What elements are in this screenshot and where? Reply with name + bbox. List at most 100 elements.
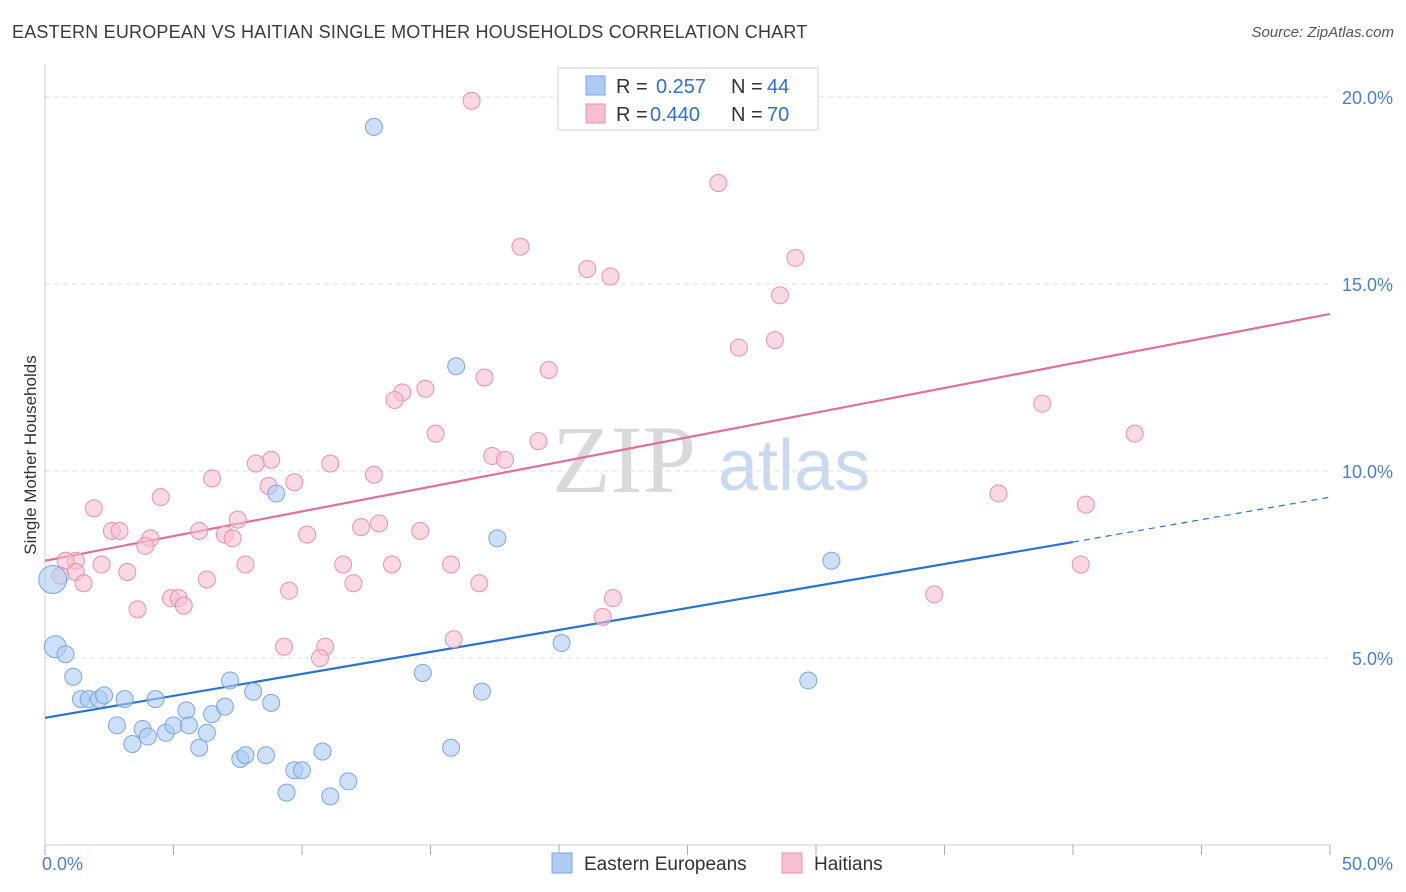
point-eastern-europeans-1	[447, 357, 466, 376]
bottom-legend-swatch-eastern-europeans	[551, 852, 573, 874]
point-haitians-29	[1076, 495, 1095, 514]
point-haitians-0	[462, 91, 481, 110]
point-eastern-europeans-38	[413, 663, 432, 682]
point-haitians-67	[275, 637, 294, 656]
point-haitians-39	[298, 525, 317, 544]
legend-swatch-eastern-europeans	[585, 75, 606, 96]
point-haitians-4	[601, 267, 620, 286]
x-tick-labels: 0.0% 50.0%	[42, 854, 1393, 874]
point-eastern-europeans-28	[236, 746, 255, 765]
point-eastern-europeans-23	[197, 723, 216, 742]
point-haitians-55	[344, 574, 363, 593]
point-haitians-69	[310, 649, 329, 667]
x-tick-label-0: 0.0%	[42, 854, 83, 874]
point-eastern-europeans-0	[364, 117, 383, 136]
point-haitians-31	[228, 510, 247, 529]
legend-r-value-2: 0.440	[650, 104, 700, 126]
point-haitians-53	[197, 570, 216, 589]
point-eastern-europeans-41	[552, 634, 571, 653]
legend-n-label-2: N =	[731, 104, 763, 126]
point-haitians-7	[729, 338, 748, 357]
point-haitians-65	[593, 607, 612, 626]
point-eastern-europeans-37	[339, 772, 358, 791]
point-eastern-europeans-34	[293, 761, 311, 780]
point-haitians-49	[442, 555, 461, 574]
point-haitians-1	[709, 174, 728, 193]
y-tick-label-0: 5.0%	[1352, 649, 1393, 669]
point-eastern-europeans-3	[488, 529, 507, 548]
point-haitians-35	[110, 521, 129, 540]
point-haitians-33	[352, 518, 371, 537]
point-haitians-48	[382, 555, 401, 574]
trend-lines	[44, 312, 1331, 719]
y-tick-label-1: 10.0%	[1342, 462, 1393, 482]
point-haitians-42	[136, 536, 155, 555]
point-haitians-8	[765, 331, 784, 350]
legend-r-label-2: R =	[616, 104, 648, 126]
point-haitians-17	[529, 432, 548, 451]
point-haitians-56	[470, 574, 489, 593]
point-eastern-europeans-15	[123, 735, 142, 754]
point-haitians-62	[174, 596, 193, 615]
point-haitians-19	[496, 450, 515, 469]
bottom-legend-label-eastern-europeans: Eastern Europeans	[584, 854, 747, 875]
point-haitians-32	[370, 514, 389, 533]
point-haitians-57	[74, 574, 93, 593]
point-eastern-europeans-39	[442, 738, 461, 757]
point-haitians-63	[128, 600, 147, 619]
point-eastern-europeans-43	[38, 564, 68, 594]
point-haitians-2	[511, 237, 530, 256]
point-haitians-15	[1125, 424, 1144, 443]
chart-title: EASTERN EUROPEAN VS HAITIAN SINGLE MOTHE…	[12, 22, 808, 42]
bottom-legend-swatch-haitians	[781, 852, 803, 874]
y-tick-label-2: 15.0%	[1342, 275, 1393, 295]
point-haitians-66	[444, 630, 463, 649]
point-eastern-europeans-36	[321, 787, 340, 806]
legend-n-value-1: 44	[767, 76, 789, 98]
point-haitians-52	[118, 562, 137, 581]
point-haitians-64	[603, 589, 622, 608]
trend-line-eastern-europeans-extension	[1072, 496, 1331, 543]
point-eastern-europeans-6	[56, 645, 75, 664]
grid-lines	[45, 96, 1330, 659]
point-haitians-58	[280, 581, 299, 600]
point-eastern-europeans-29	[244, 682, 263, 701]
point-haitians-30	[84, 499, 103, 518]
watermark-atlas: atlas	[718, 426, 870, 506]
bottom-legend-label-haitians: Haitians	[814, 854, 883, 875]
point-haitians-25	[285, 473, 304, 492]
point-haitians-36	[190, 521, 209, 540]
point-haitians-5	[786, 248, 805, 267]
point-eastern-europeans-11	[95, 686, 114, 705]
point-haitians-46	[236, 555, 255, 574]
point-haitians-11	[416, 379, 435, 398]
point-haitians-14	[1033, 394, 1052, 413]
source-label: Source: ZipAtlas.com	[1251, 24, 1394, 41]
point-haitians-50	[1071, 555, 1090, 574]
point-haitians-28	[151, 488, 170, 507]
legend-r-label-1: R =	[616, 76, 648, 98]
point-haitians-23	[364, 465, 383, 484]
point-haitians-6	[771, 286, 790, 305]
point-eastern-europeans-32	[277, 783, 296, 802]
point-eastern-europeans-25	[215, 697, 234, 716]
point-eastern-europeans-20	[177, 701, 196, 720]
point-haitians-10	[475, 368, 494, 387]
point-eastern-europeans-13	[146, 690, 165, 709]
point-haitians-37	[411, 521, 430, 540]
axes	[44, 64, 1331, 855]
point-haitians-3	[578, 260, 597, 279]
y-tick-labels: 5.0% 10.0% 15.0% 20.0%	[1342, 88, 1393, 669]
legend-swatch-haitians	[585, 103, 606, 124]
trend-line-haitians	[44, 312, 1331, 562]
point-eastern-europeans-17	[138, 727, 157, 746]
bottom-legend: Eastern Europeans Haitians	[551, 852, 883, 875]
point-haitians-20	[262, 450, 281, 469]
y-axis-title: Single Mother Households	[21, 355, 40, 554]
point-eastern-europeans-19	[164, 716, 183, 735]
point-eastern-europeans-7	[64, 667, 83, 686]
point-eastern-europeans-42	[799, 671, 818, 690]
trend-line-eastern-europeans	[44, 540, 1074, 719]
point-eastern-europeans-22	[190, 738, 209, 757]
